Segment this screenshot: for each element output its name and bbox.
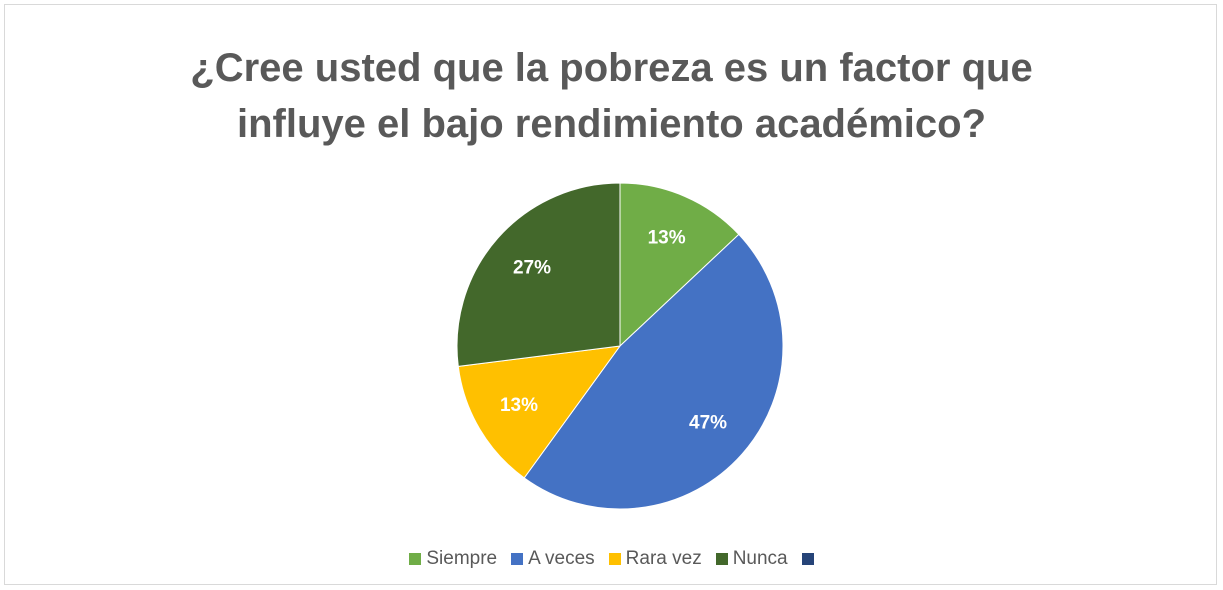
data-label: 27%: [513, 257, 551, 278]
legend-swatch: [608, 553, 621, 565]
legend: Siempre A veces Rara vez Nunca: [0, 548, 1223, 570]
data-label: 47%: [689, 413, 727, 434]
legend-swatch: [715, 553, 728, 565]
legend-label: Nunca: [732, 548, 788, 569]
legend-item: Nunca: [715, 548, 788, 570]
data-label: 13%: [648, 227, 686, 248]
legend-item: Siempre: [409, 548, 497, 570]
pie-slice: [456, 182, 621, 367]
legend-label: A veces: [528, 548, 595, 569]
legend-label: Rara vez: [625, 548, 702, 569]
data-label: 13%: [500, 395, 538, 416]
pie-slice: [523, 233, 784, 510]
title-row: ¿Cree usted que la pobreza es un factor …: [0, 40, 1223, 152]
legend-swatch: [801, 553, 814, 565]
chart-title: ¿Cree usted que la pobreza es un factor …: [190, 46, 1033, 146]
pie-slice: [619, 182, 740, 348]
chart-frame: [4, 4, 1217, 585]
pie-slice: [457, 345, 622, 479]
legend-swatch: [511, 553, 524, 565]
legend-item: A veces: [511, 548, 595, 570]
legend-label: Siempre: [426, 548, 498, 569]
legend-swatch: [409, 553, 422, 565]
legend-item: [801, 548, 814, 570]
legend-item: Rara vez: [608, 548, 702, 570]
